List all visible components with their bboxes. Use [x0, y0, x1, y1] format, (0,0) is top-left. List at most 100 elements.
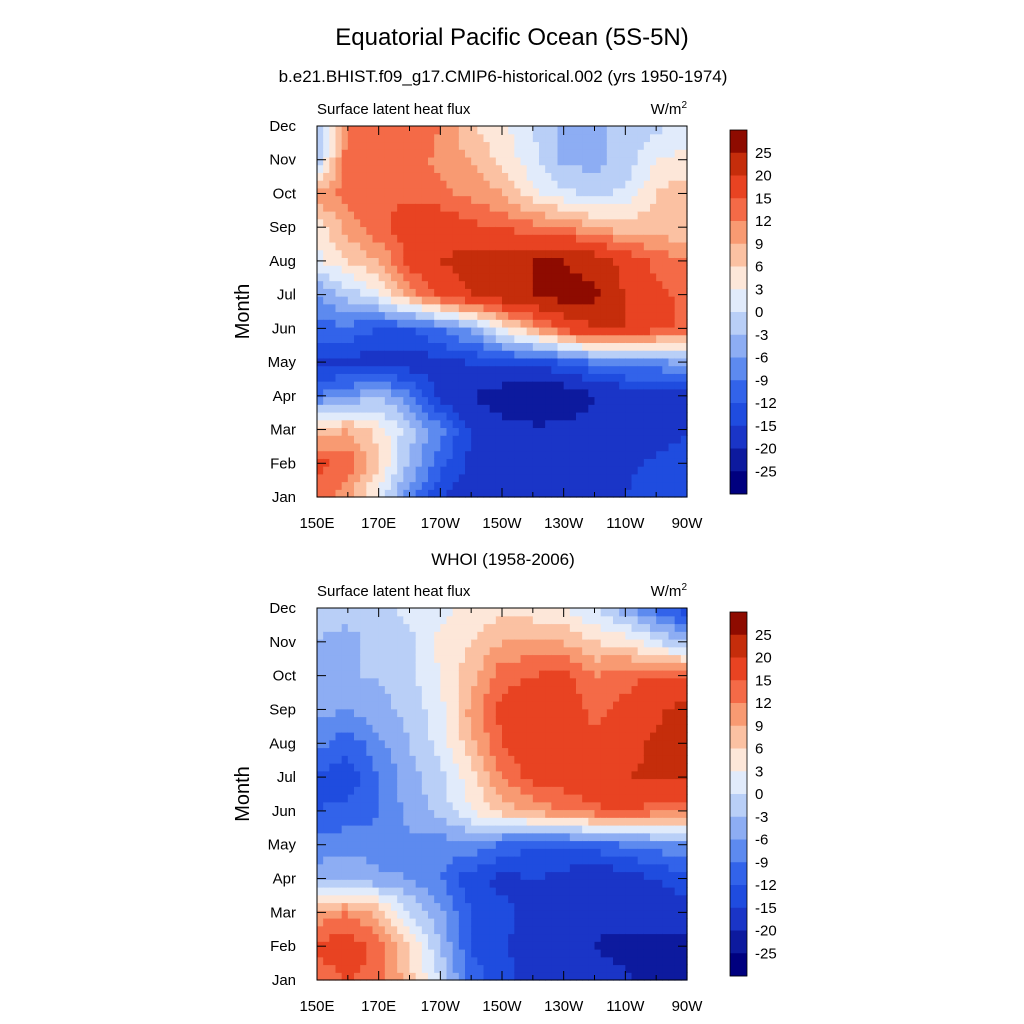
- heat-cell: [526, 342, 534, 351]
- heat-cell: [637, 180, 645, 189]
- heat-cell: [477, 778, 485, 787]
- heat-cell: [551, 211, 559, 220]
- heat-cell: [619, 149, 626, 158]
- heat-cell: [354, 631, 361, 640]
- heat-cell: [434, 794, 441, 803]
- heat-cell: [446, 156, 454, 166]
- heat-cell: [372, 941, 380, 950]
- heat-cell: [588, 234, 596, 243]
- heat-cell: [465, 910, 472, 919]
- heat-cell: [341, 126, 349, 135]
- heat-cell: [465, 404, 472, 413]
- heat-cell: [465, 133, 472, 143]
- heat-cell: [446, 342, 454, 351]
- heat-cell: [415, 933, 423, 942]
- heat-cell: [489, 218, 497, 228]
- heat-cell: [539, 763, 546, 772]
- heat-cell: [378, 334, 386, 344]
- heat-cell: [391, 388, 398, 398]
- heat-cell: [409, 296, 417, 305]
- y-tick-label: Feb: [270, 455, 296, 472]
- heat-cell: [440, 809, 448, 818]
- heat-cell: [539, 739, 546, 749]
- heat-cell: [643, 288, 651, 297]
- heat-cell: [539, 956, 546, 966]
- heat-cell: [569, 925, 577, 935]
- heat-cell: [502, 670, 509, 679]
- heat-cell: [483, 187, 491, 197]
- heat-cell: [656, 126, 663, 135]
- heat-cell: [569, 404, 577, 413]
- heat-cell: [471, 427, 478, 436]
- heat-cell: [458, 450, 466, 459]
- heat-cell: [335, 863, 343, 873]
- heat-cell: [409, 249, 417, 258]
- heat-cell: [458, 133, 466, 143]
- heat-cell: [335, 972, 343, 981]
- heat-cell: [520, 489, 528, 498]
- heat-cell: [391, 296, 398, 305]
- heat-cell: [409, 241, 417, 251]
- heat-cell: [563, 933, 571, 942]
- heat-cell: [662, 303, 670, 313]
- heat-cell: [588, 249, 596, 258]
- heat-cell: [520, 303, 528, 313]
- heat-cell: [650, 311, 657, 320]
- heat-cell: [347, 203, 355, 212]
- heat-cell: [557, 334, 565, 344]
- heat-cell: [415, 801, 423, 811]
- heat-cell: [557, 149, 565, 158]
- heat-cell: [557, 941, 565, 950]
- heat-cell: [637, 435, 645, 444]
- heat-cell: [594, 311, 602, 320]
- heat-cell: [668, 288, 676, 297]
- heat-cell: [452, 608, 460, 617]
- heat-cell: [551, 280, 559, 289]
- heat-cell: [354, 458, 361, 467]
- heat-cell: [539, 879, 546, 888]
- heat-cell: [366, 473, 374, 483]
- heat-cell: [360, 126, 367, 135]
- heat-cell: [428, 211, 435, 220]
- heat-cell: [489, 809, 497, 818]
- heat-cell: [335, 941, 343, 950]
- heat-cell: [545, 809, 552, 818]
- heat-cell: [471, 288, 478, 297]
- heat-cell: [532, 334, 540, 344]
- heat-cell: [582, 427, 589, 436]
- heat-cell: [619, 156, 626, 166]
- heat-cell: [397, 473, 404, 483]
- heat-cell: [557, 489, 565, 498]
- heat-cell: [557, 156, 565, 166]
- heat-cell: [674, 211, 682, 220]
- heat-cell: [335, 732, 343, 741]
- heat-cell: [489, 419, 497, 429]
- heat-cell: [378, 918, 386, 927]
- heat-cell: [539, 933, 546, 942]
- heat-cell: [471, 303, 478, 313]
- heat-cell: [317, 126, 324, 135]
- heat-cell: [446, 141, 454, 150]
- heat-cell: [613, 311, 620, 320]
- heat-cell: [428, 311, 435, 320]
- heat-cell: [502, 786, 509, 795]
- heat-cell: [391, 141, 398, 150]
- heat-cell: [557, 763, 565, 772]
- heat-cell: [372, 949, 380, 958]
- heat-cell: [674, 373, 682, 382]
- heat-cell: [514, 739, 522, 749]
- heat-cell: [354, 863, 361, 873]
- heat-cell: [384, 747, 392, 756]
- heat-cell: [532, 739, 540, 749]
- heat-cell: [317, 404, 324, 413]
- heat-cell: [532, 840, 540, 849]
- heat-cell: [520, 871, 528, 880]
- heat-cell: [489, 481, 497, 490]
- heat-cell: [594, 419, 602, 429]
- heat-cell: [520, 949, 528, 958]
- heat-cell: [619, 411, 626, 421]
- heat-cell: [588, 203, 596, 212]
- heat-cell: [631, 211, 639, 220]
- heat-cell: [354, 623, 361, 632]
- heat-cell: [662, 156, 670, 166]
